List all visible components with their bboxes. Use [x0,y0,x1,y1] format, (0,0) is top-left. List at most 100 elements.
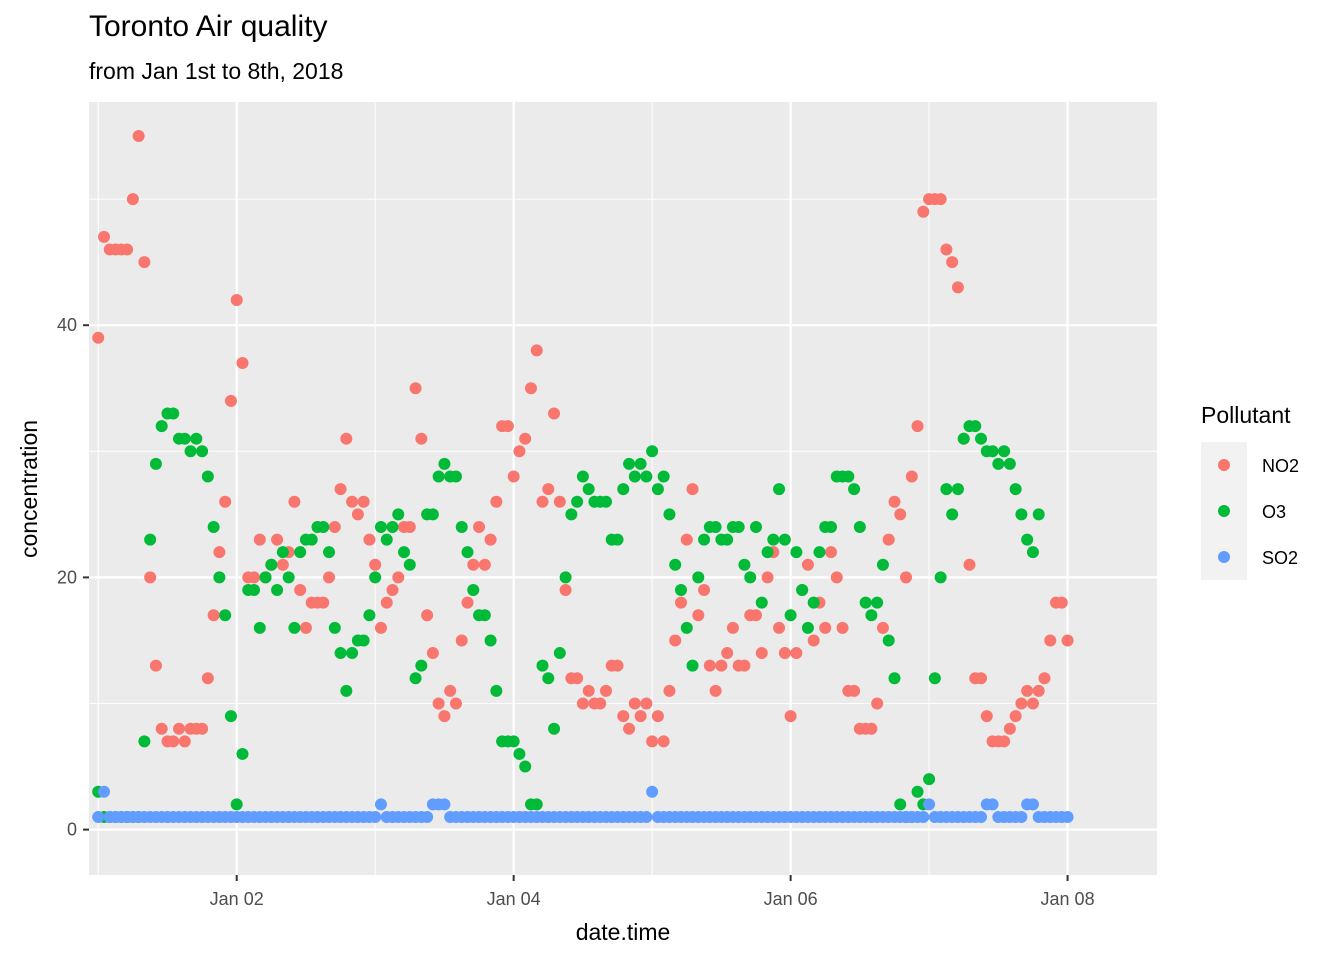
data-point-no2 [773,621,786,634]
data-point-o3 [790,546,803,559]
data-point-o3 [282,571,295,584]
data-point-o3 [813,546,826,559]
data-point-o3 [998,445,1011,458]
axes: Jan 02 Jan 04 Jan 06 Jan 08 0 20 40 [57,315,1095,909]
data-point-o3 [374,520,387,533]
data-point-so2 [646,785,659,798]
data-point-o3 [807,596,820,609]
data-point-o3 [1021,533,1034,546]
data-point-o3 [334,647,347,660]
data-point-no2 [548,407,561,420]
data-point-o3 [784,609,797,622]
data-point-o3 [455,520,468,533]
data-point-no2 [276,558,289,571]
data-point-no2 [357,495,370,508]
y-tick-label: 40 [57,315,77,335]
data-point-o3 [178,432,191,445]
data-point-o3 [571,495,584,508]
data-point-o3 [773,483,786,496]
data-point-o3 [144,533,157,546]
data-point-o3 [853,520,866,533]
data-point-o3 [346,647,359,660]
data-point-o3 [692,571,705,584]
data-point-o3 [888,672,901,685]
data-point-no2 [715,659,728,672]
data-point-no2 [559,584,572,597]
data-point-o3 [548,722,561,735]
data-point-o3 [755,596,768,609]
data-point-no2 [340,432,353,445]
data-point-o3 [657,470,670,483]
data-point-o3 [623,457,636,470]
data-point-no2 [738,659,751,672]
data-point-no2 [726,621,739,634]
data-point-no2 [882,533,895,546]
data-point-o3 [426,508,439,521]
data-point-o3 [138,735,151,748]
data-point-no2 [848,684,861,697]
data-point-no2 [721,647,734,660]
data-point-o3 [478,609,491,622]
data-point-no2 [155,722,168,735]
data-point-no2 [438,710,451,723]
legend-label-no2: NO2 [1262,456,1299,476]
data-point-no2 [461,596,474,609]
data-point-no2 [599,684,612,697]
data-point-o3 [951,483,964,496]
data-point-no2 [674,596,687,609]
data-point-no2 [1021,684,1034,697]
data-point-o3 [357,634,370,647]
data-point-no2 [686,483,699,496]
data-point-no2 [501,420,514,433]
data-point-o3 [680,621,693,634]
data-point-no2 [709,684,722,697]
data-point-no2 [473,520,486,533]
data-point-no2 [98,230,111,243]
data-point-o3 [507,735,520,748]
data-point-no2 [490,495,503,508]
data-point-no2 [830,571,843,584]
data-point-o3 [230,798,243,811]
data-point-o3 [328,621,341,634]
legend-title: Pollutant [1201,402,1291,428]
data-point-o3 [201,470,214,483]
data-point-no2 [409,382,422,395]
data-point-so2 [98,785,111,798]
data-point-no2 [651,710,664,723]
data-point-so2 [1061,810,1074,823]
data-point-no2 [669,634,682,647]
data-point-no2 [224,394,237,407]
data-point-no2 [253,533,266,546]
data-point-no2 [1026,697,1039,710]
data-point-so2 [1015,810,1028,823]
legend-key-o3 [1218,505,1230,517]
data-point-no2 [646,735,659,748]
data-point-o3 [196,445,209,458]
data-point-no2 [444,684,457,697]
data-point-no2 [484,533,497,546]
data-point-o3 [686,659,699,672]
data-point-no2 [271,533,284,546]
data-point-so2 [923,798,936,811]
data-point-o3 [461,546,474,559]
data-point-o3 [709,520,722,533]
data-point-o3 [340,684,353,697]
legend-label-o3: O3 [1262,502,1286,522]
data-point-no2 [92,331,105,344]
data-point-o3 [213,571,226,584]
data-point-o3 [155,420,168,433]
data-point-o3 [184,445,197,458]
data-point-no2 [386,584,399,597]
data-point-o3 [848,483,861,496]
data-point-o3 [992,457,1005,470]
data-point-no2 [934,193,947,206]
data-point-o3 [323,546,336,559]
data-point-o3 [398,546,411,559]
data-point-no2 [1038,672,1051,685]
data-point-no2 [1061,634,1074,647]
data-point-o3 [611,533,624,546]
data-point-no2 [807,634,820,647]
data-point-o3 [969,420,982,433]
data-point-o3 [825,520,838,533]
data-point-no2 [380,596,393,609]
